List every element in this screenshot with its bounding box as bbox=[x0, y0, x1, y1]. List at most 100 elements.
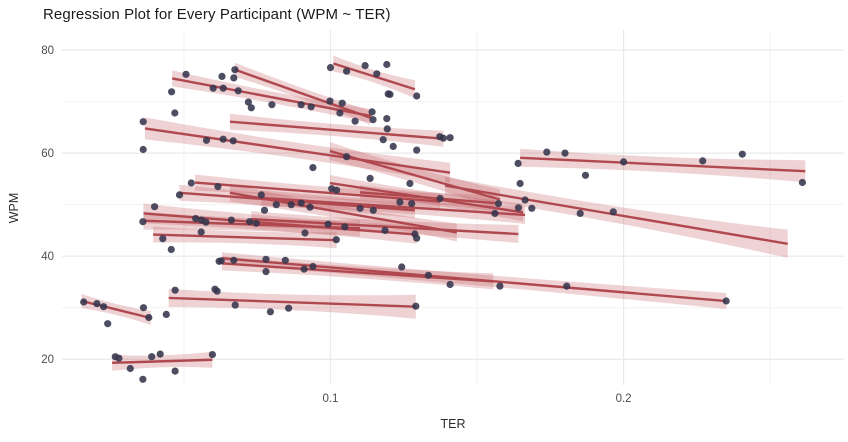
data-point bbox=[351, 117, 359, 125]
confidence-band bbox=[445, 176, 788, 258]
data-point bbox=[148, 353, 156, 361]
data-point bbox=[338, 99, 346, 107]
regression-line bbox=[329, 149, 501, 201]
data-point bbox=[581, 171, 590, 179]
data-point bbox=[139, 304, 148, 312]
data-point bbox=[202, 218, 210, 226]
data-point bbox=[563, 282, 571, 290]
data-point bbox=[268, 101, 276, 109]
data-point bbox=[230, 256, 238, 264]
data-point bbox=[246, 218, 254, 226]
regression-line bbox=[179, 191, 415, 212]
data-point bbox=[159, 235, 167, 243]
data-point bbox=[231, 301, 239, 309]
data-point bbox=[738, 150, 746, 158]
data-point bbox=[413, 146, 421, 154]
data-point bbox=[197, 228, 205, 236]
data-point bbox=[332, 236, 340, 244]
regression-line bbox=[221, 257, 727, 303]
data-point bbox=[368, 108, 376, 116]
data-point bbox=[168, 88, 176, 96]
axis-tick-labels: 0.1 0.2 20 40 60 80 bbox=[41, 45, 631, 405]
data-point bbox=[171, 286, 179, 294]
data-point bbox=[383, 125, 391, 133]
data-point bbox=[494, 200, 502, 208]
plot-title: Regression Plot for Every Participant (W… bbox=[43, 6, 391, 23]
data-point bbox=[326, 97, 334, 105]
x-axis-title: TER bbox=[440, 417, 466, 431]
data-point bbox=[408, 200, 416, 208]
data-point bbox=[413, 234, 421, 242]
data-point bbox=[699, 157, 707, 165]
data-point bbox=[383, 115, 391, 123]
data-point bbox=[366, 174, 374, 182]
data-point bbox=[281, 256, 289, 264]
data-point bbox=[446, 134, 454, 142]
data-point bbox=[384, 90, 392, 98]
data-point bbox=[543, 148, 551, 156]
data-point bbox=[528, 204, 536, 212]
data-point bbox=[306, 203, 314, 211]
data-point bbox=[307, 103, 315, 111]
data-point bbox=[214, 183, 222, 191]
data-point bbox=[126, 364, 134, 373]
data-point bbox=[139, 375, 147, 383]
data-point bbox=[218, 72, 226, 80]
data-point bbox=[436, 133, 444, 141]
confidence-band bbox=[168, 288, 416, 319]
data-point bbox=[326, 64, 335, 72]
data-point bbox=[333, 186, 341, 194]
data-point bbox=[369, 206, 377, 214]
data-point bbox=[389, 142, 397, 150]
data-point bbox=[412, 302, 420, 310]
data-point bbox=[227, 216, 235, 224]
regression-line bbox=[143, 212, 417, 236]
regression-line bbox=[229, 120, 444, 140]
data-point bbox=[151, 203, 159, 211]
regression-lines bbox=[81, 62, 806, 365]
data-point bbox=[341, 223, 349, 231]
regression-line bbox=[251, 217, 519, 236]
data-point bbox=[139, 218, 147, 226]
data-point bbox=[215, 257, 223, 265]
data-point bbox=[309, 164, 317, 172]
data-point bbox=[369, 116, 377, 124]
data-point bbox=[252, 219, 260, 227]
data-point bbox=[396, 198, 404, 206]
data-point bbox=[167, 245, 175, 254]
data-point bbox=[514, 159, 522, 167]
data-point bbox=[381, 226, 389, 234]
data-point bbox=[247, 104, 255, 112]
data-point bbox=[209, 84, 217, 92]
data-point bbox=[219, 135, 227, 143]
data-point bbox=[139, 145, 147, 154]
data-point bbox=[231, 66, 239, 74]
data-point bbox=[93, 300, 101, 308]
regression-line bbox=[261, 196, 526, 217]
data-point bbox=[208, 351, 216, 359]
data-point bbox=[609, 208, 617, 216]
data-points bbox=[80, 60, 807, 383]
data-point bbox=[383, 60, 391, 69]
data-point bbox=[80, 298, 88, 306]
data-point bbox=[309, 262, 317, 271]
data-point bbox=[336, 109, 344, 117]
data-point bbox=[192, 215, 200, 223]
data-point bbox=[379, 136, 387, 144]
y-tick-label: 40 bbox=[41, 251, 54, 263]
data-point bbox=[182, 70, 190, 78]
data-point bbox=[230, 74, 238, 82]
data-point bbox=[219, 84, 227, 92]
regression-line bbox=[520, 156, 806, 173]
data-point bbox=[202, 136, 211, 144]
data-point bbox=[266, 308, 274, 316]
data-point bbox=[187, 179, 195, 187]
data-point bbox=[373, 70, 381, 78]
data-point bbox=[361, 62, 369, 70]
regression-line bbox=[153, 233, 337, 242]
y-tick-label: 80 bbox=[41, 45, 54, 57]
data-point bbox=[104, 320, 112, 328]
data-point bbox=[300, 265, 308, 273]
